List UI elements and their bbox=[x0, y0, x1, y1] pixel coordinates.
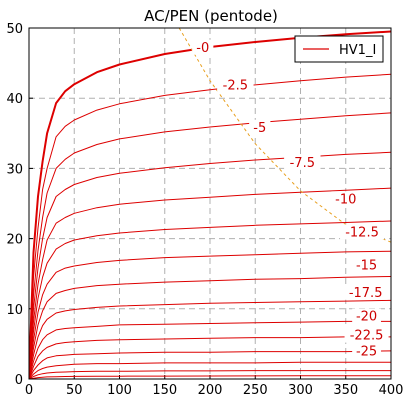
x-tick-label: 300 bbox=[288, 383, 313, 398]
curve-labels: -0 -2.5 -5 -7.5 -10 -12.5 -15 -17.5 -20 -22.5-25 bbox=[192, 39, 389, 360]
series-line bbox=[29, 336, 391, 379]
grid bbox=[29, 28, 391, 379]
series-line bbox=[29, 112, 391, 379]
curve-label: -12.5 bbox=[345, 225, 379, 240]
series-line bbox=[29, 30, 391, 379]
y-tick-label: 20 bbox=[6, 233, 23, 248]
series-line bbox=[29, 187, 391, 379]
axis-ticks: 0 50 100 150 200 250 300 350 400 0 10 20 30 40 50 bbox=[6, 22, 403, 398]
curve-label: -15 bbox=[356, 258, 377, 273]
curve-label: -5 bbox=[253, 121, 266, 136]
x-tick-label: 0 bbox=[25, 383, 33, 398]
curve-label-bg bbox=[284, 154, 321, 170]
curve-label-bg bbox=[192, 39, 214, 55]
curve-label-bg bbox=[352, 343, 381, 359]
legend-label: HV1_I bbox=[339, 43, 376, 58]
series-line bbox=[29, 299, 391, 379]
curve-label: -17.5 bbox=[349, 286, 383, 301]
curve-label: -2.5 bbox=[223, 79, 248, 94]
series-line bbox=[29, 250, 391, 379]
x-tick-label: 150 bbox=[152, 383, 177, 398]
series-line bbox=[29, 370, 391, 379]
plot-frame bbox=[28, 27, 392, 380]
series-line bbox=[29, 361, 391, 379]
curve-label-bg bbox=[352, 257, 381, 273]
series-line bbox=[29, 375, 391, 379]
x-tick-label: 400 bbox=[379, 383, 404, 398]
series-line bbox=[29, 350, 391, 379]
series-line bbox=[29, 276, 391, 379]
curve-label: -7.5 bbox=[290, 156, 315, 171]
y-tick-label: 40 bbox=[6, 92, 23, 107]
series-line bbox=[29, 151, 391, 379]
curve-label-bg bbox=[217, 77, 254, 93]
curve-label: -10 bbox=[335, 192, 356, 207]
x-tick-label: 100 bbox=[107, 383, 132, 398]
curve-label-bg bbox=[331, 191, 361, 207]
curve-label: -0 bbox=[196, 41, 209, 56]
curve-label: -25 bbox=[356, 345, 377, 360]
chart-title: AC/PEN (pentode) bbox=[144, 7, 278, 25]
curve-label: -22.5 bbox=[350, 329, 384, 344]
curve-label-bg bbox=[352, 308, 381, 324]
x-tick-label: 200 bbox=[198, 383, 223, 398]
load-line-path bbox=[178, 28, 391, 243]
curve-label-bg bbox=[340, 224, 385, 240]
y-tick-label: 0 bbox=[15, 373, 23, 388]
series-line bbox=[29, 73, 391, 379]
curve-label: -20 bbox=[356, 310, 377, 325]
curve-label-bg bbox=[344, 327, 389, 343]
y-tick-label: 10 bbox=[6, 303, 23, 318]
series-line bbox=[29, 220, 391, 379]
y-tick-label: 50 bbox=[6, 22, 23, 37]
x-tick-label: 350 bbox=[333, 383, 358, 398]
curve-label-bg bbox=[249, 119, 271, 135]
legend: HV1_I bbox=[294, 35, 384, 63]
y-tick-label: 30 bbox=[6, 162, 23, 177]
curve-label-bg bbox=[343, 284, 388, 300]
x-tick-label: 250 bbox=[243, 383, 268, 398]
x-tick-label: 50 bbox=[66, 383, 83, 398]
load-line bbox=[178, 28, 391, 243]
series-line bbox=[29, 320, 391, 379]
plate-curves bbox=[29, 30, 391, 379]
